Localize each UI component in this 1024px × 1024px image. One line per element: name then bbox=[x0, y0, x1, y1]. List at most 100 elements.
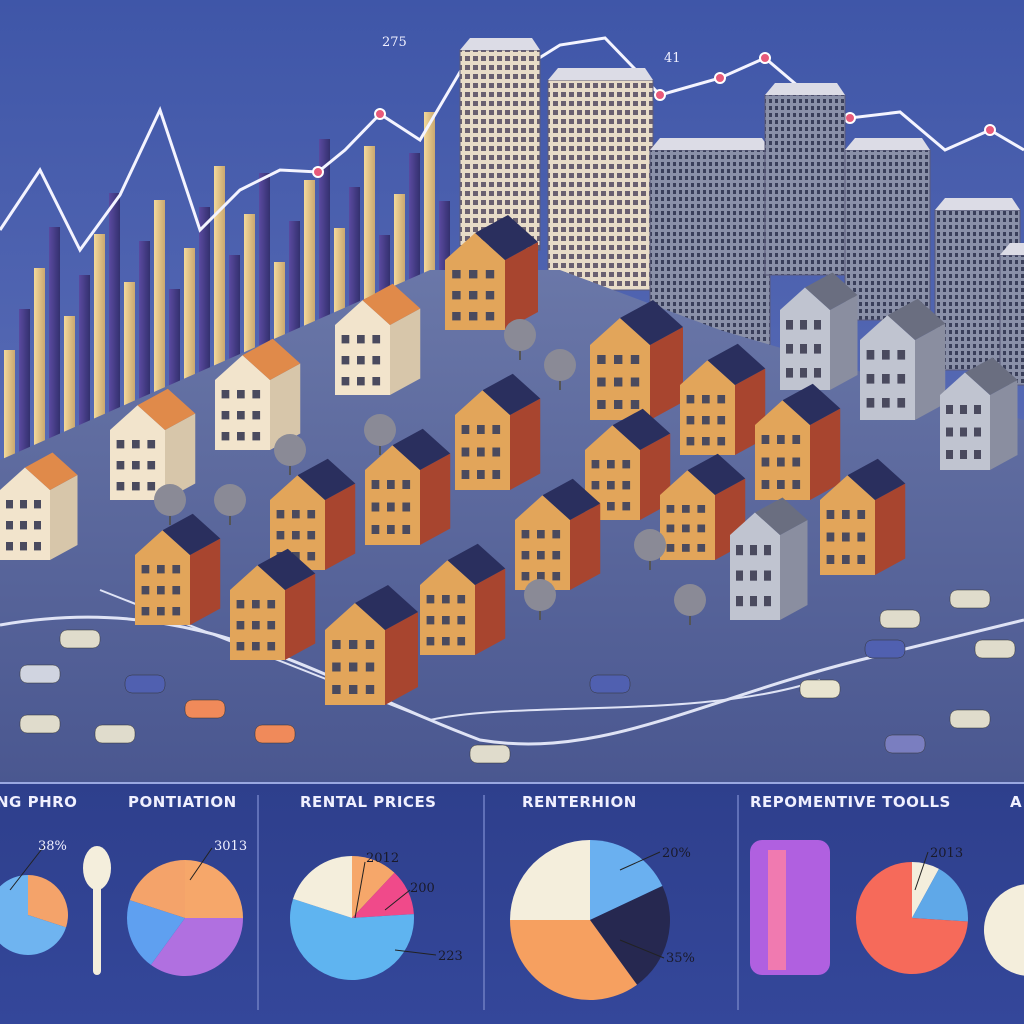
window bbox=[365, 685, 375, 694]
decor-bar bbox=[259, 173, 270, 470]
window bbox=[141, 586, 150, 595]
window bbox=[777, 457, 785, 467]
window bbox=[477, 425, 485, 434]
car bbox=[799, 679, 841, 699]
tower bbox=[764, 94, 846, 276]
window bbox=[960, 427, 967, 437]
house bbox=[445, 215, 538, 330]
window bbox=[402, 525, 411, 534]
pie-slice bbox=[590, 885, 670, 985]
window bbox=[702, 395, 710, 404]
pie-slice bbox=[127, 900, 185, 965]
window bbox=[697, 544, 706, 552]
car bbox=[949, 589, 991, 609]
window bbox=[371, 480, 380, 489]
window bbox=[132, 461, 140, 470]
tree bbox=[674, 584, 706, 616]
window bbox=[764, 596, 771, 607]
window bbox=[800, 344, 807, 354]
window bbox=[686, 395, 695, 404]
window bbox=[267, 642, 276, 651]
window bbox=[452, 270, 461, 279]
car bbox=[879, 609, 921, 629]
window bbox=[764, 570, 771, 581]
window bbox=[622, 502, 631, 511]
house-front bbox=[325, 603, 385, 705]
house bbox=[820, 458, 906, 575]
window bbox=[597, 377, 606, 387]
window bbox=[750, 596, 757, 607]
house bbox=[420, 543, 506, 655]
leader-line bbox=[914, 851, 929, 891]
car bbox=[19, 714, 61, 734]
window bbox=[786, 320, 793, 330]
house-roof bbox=[707, 343, 766, 385]
pie-slice bbox=[129, 860, 185, 918]
decor-bar bbox=[319, 139, 330, 470]
window bbox=[702, 437, 710, 446]
window bbox=[857, 555, 866, 564]
window bbox=[485, 270, 495, 279]
window bbox=[276, 510, 285, 519]
house bbox=[335, 283, 421, 395]
window bbox=[157, 565, 165, 574]
house-roof bbox=[257, 548, 316, 590]
window bbox=[814, 320, 821, 330]
house-side bbox=[190, 538, 221, 625]
decor-dot bbox=[374, 108, 386, 120]
tree bbox=[544, 349, 576, 381]
window bbox=[897, 374, 906, 384]
pie-slice bbox=[290, 898, 414, 980]
window bbox=[332, 685, 341, 694]
tower-roof bbox=[845, 138, 930, 150]
window bbox=[469, 312, 478, 321]
window bbox=[402, 502, 411, 512]
window bbox=[252, 600, 260, 609]
window bbox=[461, 447, 470, 457]
window bbox=[485, 312, 495, 321]
house-side bbox=[990, 380, 1018, 470]
window bbox=[307, 531, 316, 540]
window bbox=[442, 595, 450, 604]
cylinder bbox=[750, 840, 830, 975]
window bbox=[630, 400, 640, 409]
house-roof bbox=[612, 408, 671, 450]
window bbox=[387, 480, 395, 489]
window bbox=[866, 350, 875, 360]
window bbox=[607, 460, 615, 469]
spoon bbox=[83, 846, 111, 890]
window bbox=[960, 405, 967, 414]
window bbox=[866, 374, 875, 384]
window bbox=[365, 662, 375, 672]
house-front bbox=[270, 475, 325, 570]
window bbox=[20, 500, 27, 509]
car bbox=[864, 639, 906, 659]
window bbox=[34, 500, 41, 509]
window bbox=[882, 350, 890, 360]
window bbox=[252, 390, 261, 399]
house-front bbox=[585, 425, 640, 520]
house-front bbox=[860, 315, 915, 420]
window bbox=[252, 432, 261, 441]
house-side bbox=[915, 323, 946, 420]
window bbox=[866, 398, 875, 408]
window bbox=[276, 531, 285, 540]
house-roof bbox=[687, 453, 746, 495]
panel-label: 35% bbox=[666, 951, 695, 966]
window bbox=[761, 480, 770, 489]
window bbox=[974, 427, 981, 437]
house-side bbox=[385, 612, 418, 705]
window bbox=[426, 637, 435, 646]
panel-title: RENTERHION bbox=[522, 793, 637, 811]
panel-title: NG PHRO bbox=[0, 793, 77, 811]
window bbox=[777, 480, 785, 489]
scene bbox=[0, 36, 1024, 783]
window bbox=[372, 335, 381, 344]
window bbox=[492, 470, 501, 479]
car bbox=[469, 744, 511, 764]
window bbox=[974, 450, 981, 459]
house-roof bbox=[297, 458, 356, 500]
leader-line bbox=[619, 939, 665, 959]
window bbox=[736, 596, 743, 607]
